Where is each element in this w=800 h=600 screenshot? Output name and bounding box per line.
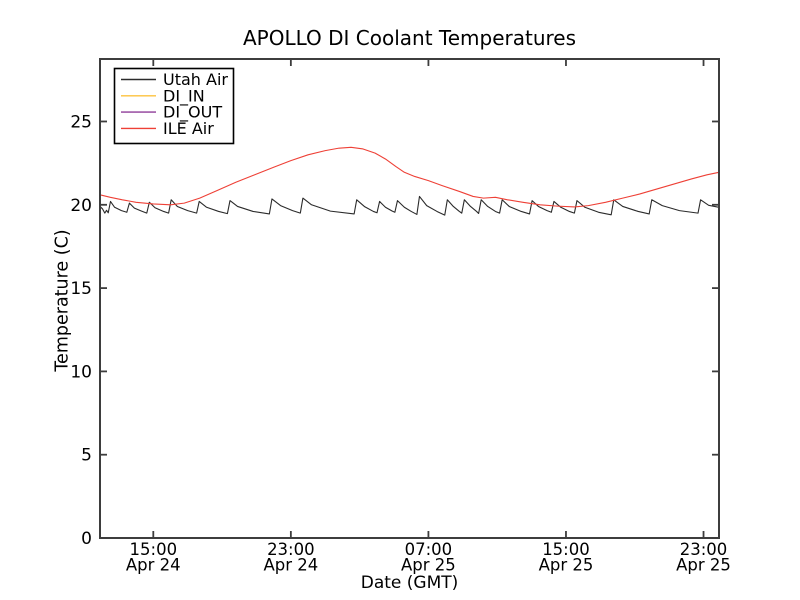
x-tick-label-time: 23:00 xyxy=(680,540,728,559)
legend-label-ile-air: ILE Air xyxy=(163,119,214,138)
y-tick-label: 25 xyxy=(70,112,92,132)
x-tick-label-date: Apr 25 xyxy=(539,556,594,575)
legend-label-di-out: DI_OUT xyxy=(163,103,222,123)
y-tick-label: 10 xyxy=(70,362,92,382)
x-tick-label-date: Apr 25 xyxy=(676,556,731,575)
legend-label-utah-air: Utah Air xyxy=(163,70,228,89)
x-tick-label-time: 07:00 xyxy=(405,540,453,559)
chart-title: APOLLO DI Coolant Temperatures xyxy=(242,26,577,50)
series-line-ile-air xyxy=(99,146,720,208)
x-tick-label-date: Apr 25 xyxy=(401,556,456,575)
legend-label-di-in: DI_IN xyxy=(163,86,205,106)
y-tick-label: 5 xyxy=(81,446,92,466)
y-tick-label: 15 xyxy=(70,279,92,299)
series-line-utah-air xyxy=(99,195,720,216)
x-tick-label-time: 23:00 xyxy=(267,540,315,559)
plot-frame xyxy=(99,58,720,539)
legend-box xyxy=(113,67,235,145)
y-tick-label: 20 xyxy=(70,196,92,216)
x-tick-label-date: Apr 24 xyxy=(263,556,318,575)
y-axis-label: Temperature (C) xyxy=(52,229,73,372)
y-tick-label: 0 xyxy=(81,529,92,549)
x-tick-label-time: 15:00 xyxy=(130,540,178,559)
x-axis-label: Date (GMT) xyxy=(360,573,459,593)
x-tick-label-date: Apr 24 xyxy=(126,556,181,575)
x-tick-label-time: 15:00 xyxy=(542,540,590,559)
